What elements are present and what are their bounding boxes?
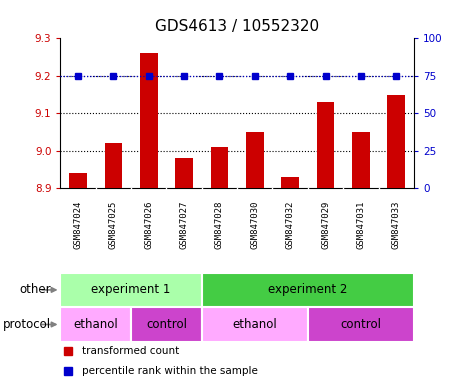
- Bar: [308, 307, 414, 342]
- Bar: [202, 273, 414, 307]
- Text: percentile rank within the sample: percentile rank within the sample: [82, 366, 258, 376]
- Title: GDS4613 / 10552320: GDS4613 / 10552320: [155, 20, 319, 35]
- Text: GSM847026: GSM847026: [144, 201, 153, 249]
- Text: GSM847028: GSM847028: [215, 201, 224, 249]
- Text: GSM847030: GSM847030: [250, 201, 259, 249]
- Bar: [175, 158, 193, 188]
- Bar: [202, 307, 308, 342]
- Text: GSM847027: GSM847027: [179, 201, 189, 249]
- Text: experiment 1: experiment 1: [92, 283, 171, 296]
- Bar: [105, 143, 122, 188]
- Text: GSM847029: GSM847029: [321, 201, 330, 249]
- Text: protocol: protocol: [3, 318, 51, 331]
- Text: other: other: [20, 283, 51, 296]
- Text: ethanol: ethanol: [232, 318, 277, 331]
- Text: GSM847024: GSM847024: [73, 201, 83, 249]
- Bar: [246, 132, 264, 188]
- Text: ethanol: ethanol: [73, 318, 118, 331]
- Bar: [60, 307, 131, 342]
- Bar: [211, 147, 228, 188]
- Bar: [387, 94, 405, 188]
- Bar: [140, 53, 158, 188]
- Bar: [281, 177, 299, 188]
- Text: GSM847025: GSM847025: [109, 201, 118, 249]
- Bar: [131, 307, 202, 342]
- Bar: [317, 102, 334, 188]
- Text: GSM847031: GSM847031: [356, 201, 365, 249]
- Text: experiment 2: experiment 2: [268, 283, 347, 296]
- Bar: [352, 132, 370, 188]
- Text: control: control: [146, 318, 187, 331]
- Text: GSM847033: GSM847033: [392, 201, 401, 249]
- Text: GSM847032: GSM847032: [286, 201, 295, 249]
- Bar: [60, 273, 202, 307]
- Text: transformed count: transformed count: [82, 346, 179, 356]
- Bar: [69, 173, 87, 188]
- Text: control: control: [340, 318, 381, 331]
